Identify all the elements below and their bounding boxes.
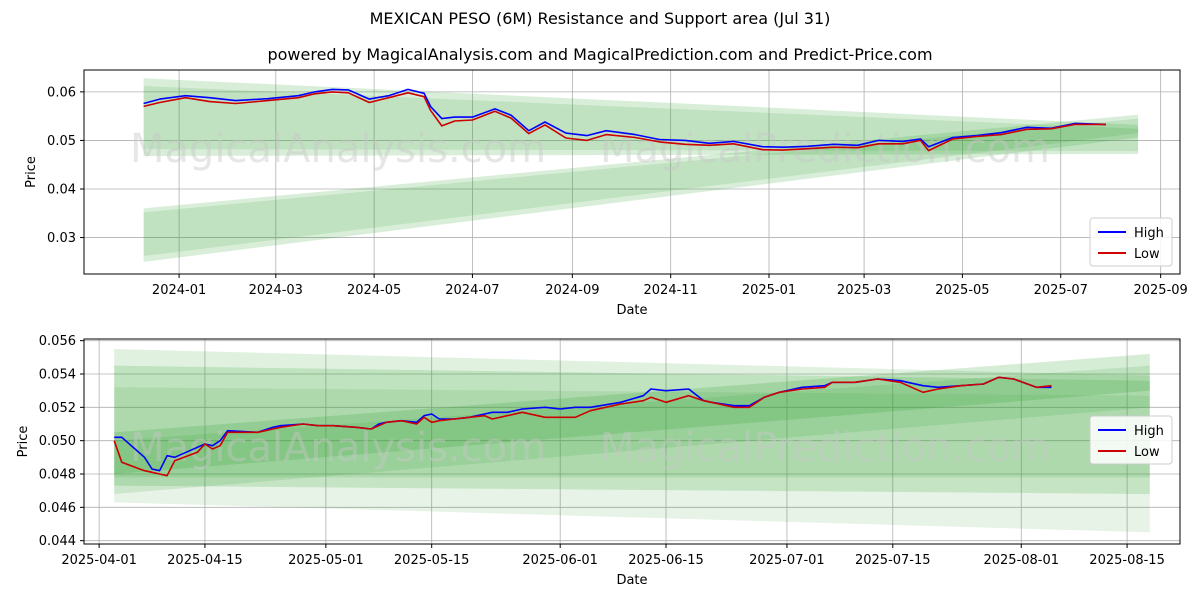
x-tick-label: 2025-07 <box>1034 283 1088 298</box>
support-resistance-band <box>114 365 1150 494</box>
support-resistance-band <box>114 387 1150 533</box>
watermark-text: MagicalAnalysis.com <box>130 126 546 172</box>
y-tick-label: 0.03 <box>47 231 76 246</box>
plot-area: MagicalAnalysis.com MagicalPrediction.com <box>113 349 1150 533</box>
x-tick-label: 2025-01 <box>742 283 796 298</box>
watermark-text: MagicalPrediction.com <box>600 425 1050 471</box>
high-series-line <box>143 88 1106 148</box>
legend-label: High <box>1134 226 1164 241</box>
y-tick-label: 0.056 <box>39 334 76 349</box>
y-tick-label: 0.052 <box>39 401 76 416</box>
x-tick-label: 2025-06-15 <box>628 553 704 568</box>
y-axis-label: Price <box>24 156 39 188</box>
support-resistance-band <box>114 365 1150 494</box>
plot-frame <box>83 69 1181 275</box>
support-resistance-band <box>143 86 1139 152</box>
x-tick-label: 2025-05-01 <box>288 553 364 568</box>
x-axis-label: Date <box>616 573 647 588</box>
x-tick-label: 2025-05-15 <box>394 553 470 568</box>
x-tick-label: 2024-01 <box>152 283 206 298</box>
legend-label: High <box>1134 424 1164 439</box>
x-tick-label: 2025-04-01 <box>61 553 137 568</box>
chart-title: MEXICAN PESO (6M) Resistance and Support… <box>369 9 831 28</box>
y-tick-label: 0.046 <box>39 501 76 516</box>
legend: High Low <box>1089 217 1173 267</box>
x-tick-label: 2025-05 <box>935 283 989 298</box>
legend-label: Low <box>1134 247 1160 262</box>
x-tick-label: 2025-07-15 <box>855 553 931 568</box>
x-tick-label: 2025-08-15 <box>1089 553 1165 568</box>
x-tick-label: 2025-04-15 <box>167 553 243 568</box>
support-resistance-band <box>143 114 1139 262</box>
y-tick-label: 0.048 <box>39 468 76 483</box>
support-resistance-band <box>114 354 1150 474</box>
y-axis-label: Price <box>16 426 31 458</box>
watermark-text: MagicalAnalysis.com <box>130 425 546 471</box>
watermark-text: MagicalPrediction.com <box>600 126 1050 172</box>
plot-frame <box>83 338 1181 545</box>
support-resistance-band <box>143 78 1139 156</box>
x-tick-label: 2024-11 <box>644 283 698 298</box>
x-tick-label: 2024-05 <box>347 283 401 298</box>
x-tick-label: 2025-08-01 <box>983 553 1059 568</box>
y-tick-label: 0.06 <box>47 85 76 100</box>
x-tick-label: 2024-07 <box>445 283 499 298</box>
y-tick-label: 0.04 <box>47 183 76 198</box>
y-tick-label: 0.054 <box>39 368 76 383</box>
x-axis-label: Date <box>616 303 647 318</box>
plot-area: MagicalAnalysis.com MagicalPrediction.com <box>130 78 1139 262</box>
legend-label: Low <box>1134 445 1160 460</box>
x-tick-label: 2025-06-01 <box>522 553 598 568</box>
x-tick-label: 2024-03 <box>249 283 303 298</box>
x-tick-label: 2024-09 <box>545 283 599 298</box>
x-tick-label: 2025-03 <box>837 283 891 298</box>
low-series-line <box>143 91 1106 152</box>
y-tick-label: 0.05 <box>47 134 76 149</box>
x-tick-label: 2025-07-01 <box>749 553 825 568</box>
y-tick-label: 0.050 <box>39 434 76 449</box>
y-tick-label: 0.044 <box>39 534 76 549</box>
support-resistance-band <box>143 118 1139 257</box>
legend: High Low <box>1089 415 1173 465</box>
x-tick-label: 2025-09 <box>1133 283 1187 298</box>
chart-subtitle: powered by MagicalAnalysis.com and Magic… <box>267 45 933 64</box>
low-series-line <box>113 376 1052 477</box>
